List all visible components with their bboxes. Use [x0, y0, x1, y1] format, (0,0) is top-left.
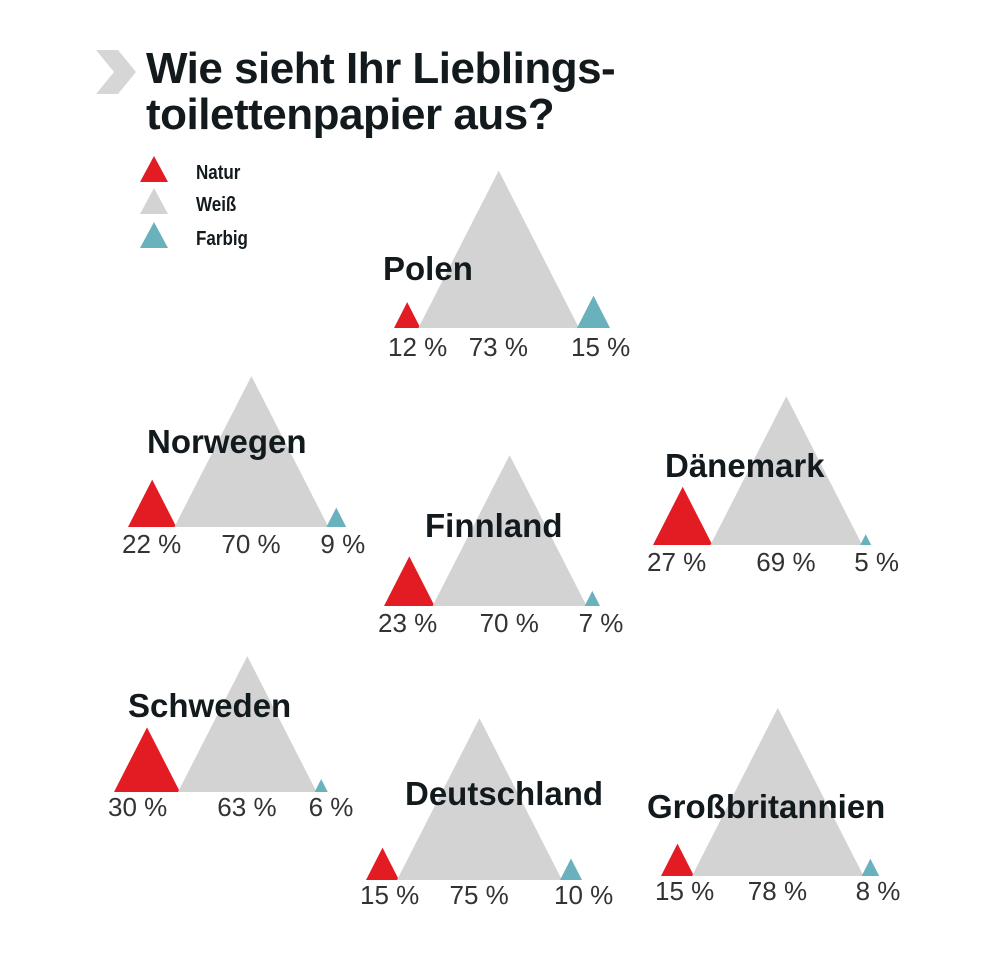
- value-label-natur: 30 %: [108, 792, 168, 822]
- value-label-farbig: 9 %: [320, 529, 366, 559]
- triangle-weiss: [174, 376, 329, 527]
- triangle-weiss: [418, 170, 579, 328]
- country-label: Finnland: [425, 507, 563, 544]
- value-label-natur: 15 %: [360, 880, 420, 910]
- triangle-natur: [661, 843, 694, 876]
- value-label-natur: 23 %: [378, 608, 438, 638]
- chart-title: Wie sieht Ihr Lieblings- toilettenpapier…: [146, 44, 616, 139]
- triangle-natur: [384, 556, 435, 606]
- legend-triangle-icon: [140, 188, 168, 214]
- triangle-natur: [394, 302, 421, 328]
- triangle-weiss: [397, 718, 562, 880]
- triangle-weiss: [432, 455, 587, 606]
- value-label-farbig: 15 %: [571, 332, 631, 362]
- country-label: Großbritannien: [647, 788, 886, 825]
- value-label-farbig: 6 %: [308, 792, 354, 822]
- value-label-farbig: 5 %: [854, 547, 899, 577]
- triangle-weiss: [710, 396, 863, 545]
- country-label: Deutschland: [405, 775, 604, 812]
- chevron-icon: [96, 50, 136, 94]
- value-label-farbig: 7 %: [578, 608, 624, 638]
- triangle-natur: [653, 486, 713, 545]
- value-label-farbig: 10 %: [554, 880, 614, 910]
- country-label: Schweden: [128, 687, 292, 724]
- value-label-weiss: 70 %: [479, 608, 539, 638]
- triangle-farbig: [577, 295, 610, 328]
- triangle-weiss: [178, 656, 317, 792]
- country-label: Dänemark: [665, 447, 825, 484]
- value-label-weiss: 73 %: [468, 332, 528, 362]
- legend-weiss: Weiß: [196, 194, 237, 216]
- value-label-farbig: 8 %: [855, 876, 901, 906]
- country-label: Polen: [383, 250, 473, 287]
- value-label-weiss: 69 %: [756, 547, 816, 577]
- triangle-natur: [114, 727, 180, 792]
- title-line-1: Wie sieht Ihr Lieblings-: [146, 44, 616, 93]
- value-label-weiss: 75 %: [449, 880, 509, 910]
- value-label-natur: 12 %: [388, 332, 448, 362]
- value-label-weiss: 70 %: [221, 529, 281, 559]
- triangle-natur: [366, 847, 399, 880]
- triangle-weiss: [692, 707, 864, 876]
- triangle-farbig: [560, 858, 582, 880]
- value-label-natur: 22 %: [122, 529, 182, 559]
- triangle-natur: [128, 479, 177, 527]
- value-label-weiss: 78 %: [747, 876, 808, 906]
- triangle-farbig: [860, 534, 872, 545]
- value-label-natur: 27 %: [647, 547, 707, 577]
- triangle-farbig: [584, 590, 600, 606]
- value-label-natur: 15 %: [655, 876, 715, 906]
- legend-triangle-icon: [140, 222, 168, 248]
- country-label: Norwegen: [147, 423, 307, 460]
- triangle-farbig: [326, 507, 347, 527]
- legend-farbig: Farbig: [196, 228, 248, 250]
- value-label-weiss: 63 %: [217, 792, 277, 822]
- title-line-2: toilettenpapier aus?: [146, 90, 555, 139]
- legend-triangle-icon: [140, 156, 168, 182]
- triangle-farbig: [861, 858, 880, 876]
- legend-natur: Natur: [196, 162, 241, 184]
- triangle-farbig: [314, 779, 328, 792]
